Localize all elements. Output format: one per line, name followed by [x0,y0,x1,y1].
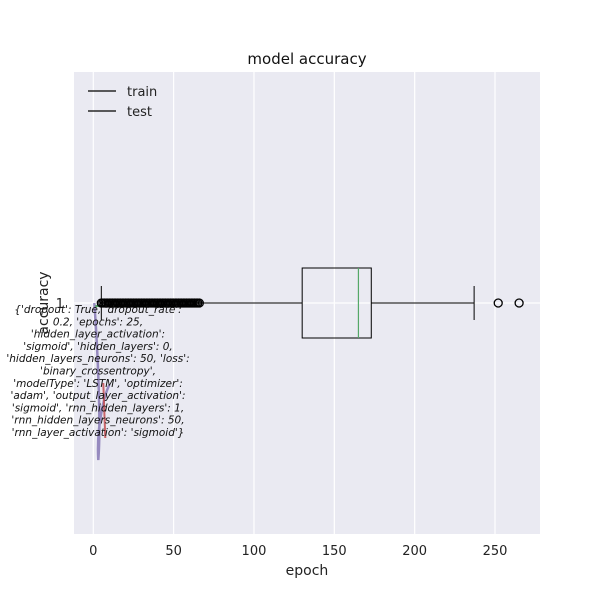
legend-label: train [127,85,157,100]
x-ticks: 0 50 100 150 200 250 [89,544,507,559]
annotation-line: 'rnn_layer_activation': 'sigmoid'} [12,427,185,439]
annotation-line: 'adam', 'output_layer_activation': [11,390,186,402]
outlier-point [493,298,503,308]
outlier-point [194,298,204,308]
x-tick-label: 50 [165,544,182,559]
box-iqr [301,267,372,339]
annotation-line: 'binary_crossentropy', [40,366,156,378]
legend-label: test [127,105,152,120]
x-tick-label: 150 [322,544,347,559]
annotation-line: 0.2, 'epochs': 25, [53,316,143,328]
series-test [102,382,107,439]
annotation-line: 'sigmoid', 'rnn_hidden_layers': 1, [12,402,184,414]
x-tick-label: 0 [89,544,97,559]
chart-title: model accuracy [247,50,366,68]
annotation-line: 'hidden_layers_neurons': 50, 'loss': [6,353,189,365]
y-axis-label: accuracy [36,271,52,334]
annotation-line: 'modelType': 'LSTM', 'optimizer': [13,378,183,390]
x-tick-label: 200 [402,544,427,559]
annotation-line: 'sigmoid', 'hidden_layers': 0, [23,341,172,353]
y-tick-label: 1 [56,297,64,312]
annotation-text: {'dropout': True, 'dropout_rate':0.2, 'e… [6,304,189,439]
x-axis-label: epoch [286,563,329,579]
outlier-point [514,298,524,308]
x-tick-label: 250 [483,544,508,559]
y-ticks: 1 [56,297,64,312]
annotation-line: 'rnn_hidden_layers_neurons': 50, [11,415,184,427]
legend: train test [88,85,157,120]
box-plot [96,267,524,339]
annotation-line: {'dropout': True, 'dropout_rate': [14,304,181,316]
annotation-line: 'hidden_layer_activation': [31,329,165,341]
x-tick-label: 100 [242,544,267,559]
